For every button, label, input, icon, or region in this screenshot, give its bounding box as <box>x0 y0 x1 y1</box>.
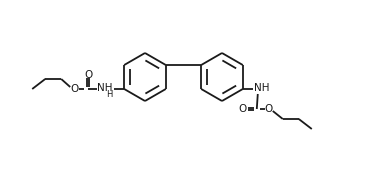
Text: H: H <box>106 90 112 98</box>
Text: O: O <box>264 104 273 114</box>
Text: O: O <box>239 104 247 114</box>
Text: O: O <box>70 84 78 94</box>
Text: NH: NH <box>97 83 113 93</box>
Text: O: O <box>84 70 92 80</box>
Text: NH: NH <box>254 83 270 93</box>
